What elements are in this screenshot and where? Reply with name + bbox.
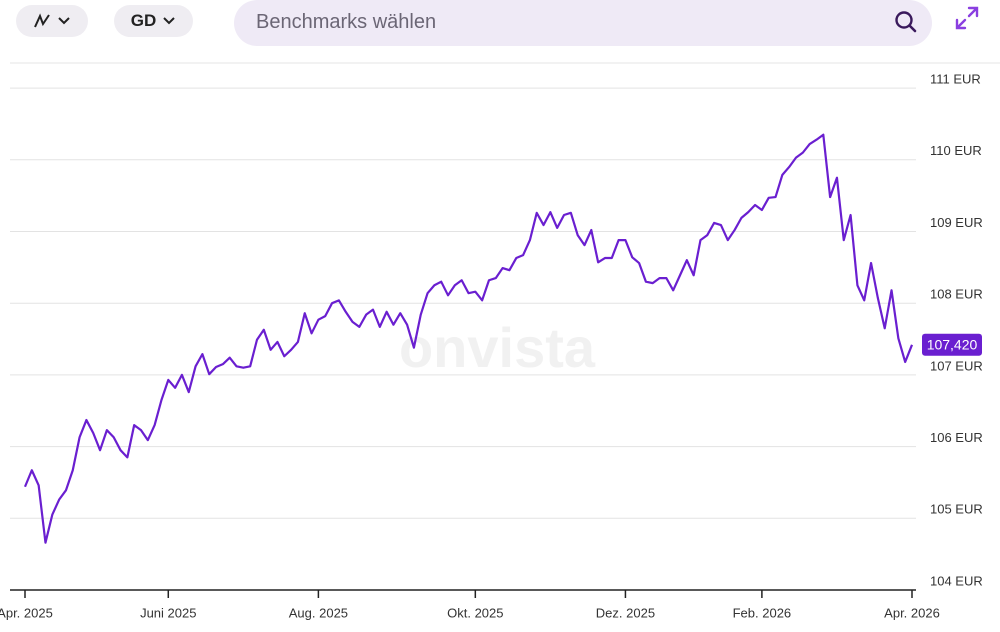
x-tick-label: Dez. 2025 <box>596 605 655 620</box>
chart-type-button[interactable] <box>16 5 88 37</box>
chevron <box>58 17 70 25</box>
x-tick-label: Apr. 2026 <box>884 605 940 620</box>
x-tick-label: Apr. 2025 <box>0 605 53 620</box>
search-icon[interactable] <box>894 10 918 34</box>
last-value-box <box>922 333 982 356</box>
x-tick-label: Feb. 2026 <box>733 605 792 620</box>
chevron <box>163 17 175 25</box>
price-line <box>23 133 914 544</box>
y-tick-label: 110 EUR <box>930 143 982 158</box>
expand-icon[interactable] <box>953 4 981 32</box>
last-value-label: 107,420 <box>927 336 978 352</box>
y-tick-label: 105 EUR <box>930 502 983 517</box>
period-label: GD <box>130 11 157 30</box>
y-tick-label: 109 EUR <box>930 215 983 230</box>
y-tick-label: 104 EUR <box>930 573 983 588</box>
benchmark-search[interactable]: Benchmarks wählen <box>234 0 932 46</box>
x-tick-label: Juni 2025 <box>140 605 196 620</box>
y-tick-label: 106 EUR <box>930 430 983 445</box>
period-button[interactable]: GD <box>114 5 193 37</box>
line-icon <box>34 13 50 28</box>
y-tick-label: 108 EUR <box>930 287 983 302</box>
x-tick-label: Aug. 2025 <box>289 605 348 620</box>
watermark: onvista <box>399 316 596 379</box>
y-tick-label: 107 EUR <box>930 358 983 373</box>
search-placeholder: Benchmarks wählen <box>256 11 437 33</box>
y-tick-label: 111 EUR <box>930 72 981 87</box>
x-tick-label: Okt. 2025 <box>447 605 503 620</box>
